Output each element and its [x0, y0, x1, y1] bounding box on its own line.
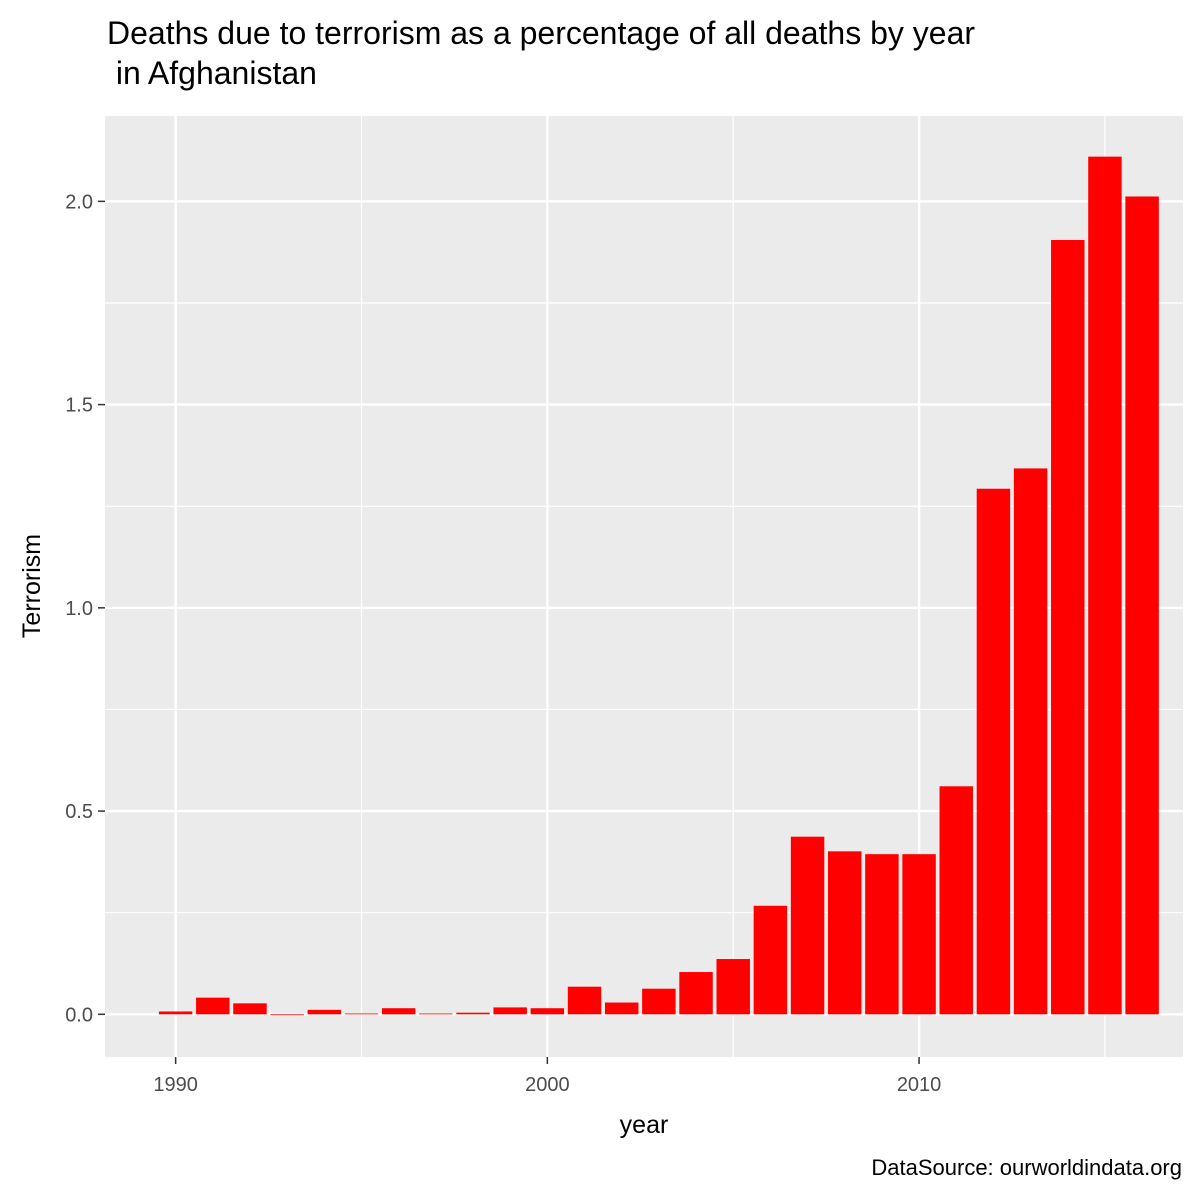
bar-2000 — [530, 1008, 565, 1015]
bar-2010 — [902, 854, 936, 1015]
axis-ticks: 0.0 0.5 1.0 1.5 2.0 1990 2000 2010 — [65, 191, 941, 1096]
bar-2016 — [1125, 196, 1159, 1015]
bar-2015 — [1088, 156, 1122, 1015]
bar-2014 — [1051, 239, 1085, 1015]
bar-1990 — [158, 1011, 193, 1015]
bar-2005 — [716, 959, 750, 1015]
y-tick-label: 0.5 — [65, 801, 93, 823]
bar-1999 — [493, 1007, 527, 1015]
bar-1998 — [456, 1012, 490, 1015]
bar-2009 — [865, 854, 899, 1015]
bar-1991 — [196, 997, 230, 1015]
bar-2002 — [604, 1002, 639, 1015]
bars — [158, 156, 1159, 1016]
chart-title-line-2: in Afghanistan — [107, 55, 317, 91]
bar-2008 — [828, 851, 862, 1015]
bar-1995 — [344, 1013, 379, 1015]
bar-2007 — [790, 836, 825, 1015]
bar-2003 — [642, 988, 676, 1015]
bar-2004 — [679, 972, 713, 1015]
chart-title-line-1: Deaths due to terrorism as a percentage … — [107, 15, 975, 51]
bar-2011 — [939, 786, 973, 1015]
x-tick-label: 2010 — [897, 1074, 942, 1096]
x-axis-title: year — [620, 1111, 669, 1139]
bar-1996 — [381, 1008, 416, 1015]
bar-2013 — [1013, 468, 1048, 1015]
y-axis-title: Terrorism — [18, 534, 46, 638]
bar-1993 — [270, 1014, 304, 1016]
x-tick-label: 1990 — [153, 1074, 198, 1096]
y-tick-label: 2.0 — [65, 191, 93, 213]
y-tick-label: 1.0 — [65, 598, 93, 620]
y-tick-label: 0.0 — [65, 1004, 93, 1026]
bar-1992 — [233, 1003, 267, 1015]
bar-1994 — [307, 1009, 342, 1015]
data-source-caption: DataSource: ourworldindata.org — [871, 1155, 1182, 1180]
bar-2012 — [976, 488, 1011, 1015]
bar-2006 — [753, 905, 788, 1015]
bar-1997 — [419, 1013, 453, 1015]
x-tick-label: 2000 — [525, 1074, 570, 1096]
bar-2001 — [567, 986, 602, 1015]
y-tick-label: 1.5 — [65, 395, 93, 417]
